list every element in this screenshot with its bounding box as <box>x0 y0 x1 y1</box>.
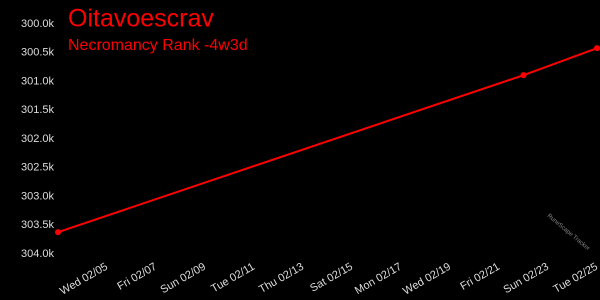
x-tick-label: Sat 02/15 <box>308 261 355 295</box>
x-tick-label: Fri 02/21 <box>458 261 502 293</box>
y-tick-label: 302.5k <box>21 162 55 174</box>
x-tick-label: Thu 02/13 <box>257 261 306 296</box>
x-tick-label: Tue 02/25 <box>551 261 600 296</box>
x-tick-label: Wed 02/05 <box>58 261 110 298</box>
chart-subtitle: Necromancy Rank -4w3d <box>68 37 248 54</box>
y-tick-label: 303.5k <box>21 219 55 231</box>
y-tick-label: 300.0k <box>21 18 55 30</box>
y-tick-label: 300.5k <box>21 47 55 59</box>
point <box>55 229 61 236</box>
y-tick-label: 304.0k <box>21 248 55 260</box>
chart-title: Oitavoescrav <box>68 5 214 33</box>
y-tick-label: 301.0k <box>21 75 55 87</box>
y-tick-label: 301.5k <box>21 104 55 116</box>
watermark: RuneScape Tracker <box>546 213 591 252</box>
x-tick-label: Tue 02/11 <box>209 261 257 296</box>
y-tick-label: 302.0k <box>21 133 55 145</box>
x-tick-label: Sun 02/09 <box>159 261 208 296</box>
point <box>594 45 600 52</box>
x-tick-label: Fri 02/07 <box>115 261 159 293</box>
line <box>57 47 598 234</box>
y-tick-label: 303.0k <box>21 190 55 202</box>
x-tick-label: Sun 02/23 <box>502 261 551 296</box>
point <box>520 72 527 79</box>
x-tick-label: Mon 02/17 <box>353 261 404 297</box>
x-tick-label: Wed 02/19 <box>401 261 453 298</box>
